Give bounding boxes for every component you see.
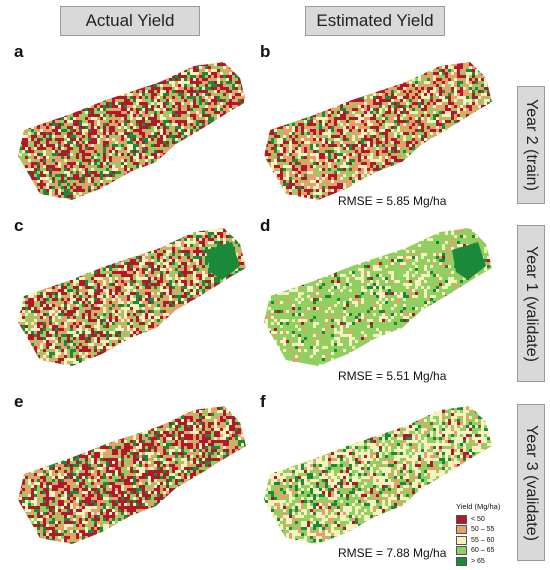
estimated-yield-map-year-2 <box>264 62 492 200</box>
legend-label: < 50 <box>471 516 485 523</box>
panel-letter-d: d <box>260 216 270 236</box>
legend-title: Yield (Mg/ha) <box>456 502 518 511</box>
actual-yield-header: Actual Yield <box>60 6 200 36</box>
legend-item: > 65 <box>456 556 518 567</box>
legend-label: > 65 <box>471 558 485 565</box>
year-2-train-text: Year 2 (train) <box>522 99 540 191</box>
legend-swatch <box>456 535 467 545</box>
high-yield-patch <box>206 242 240 280</box>
actual-yield-label: Actual Yield <box>86 11 175 31</box>
estimated-yield-map-year-1 <box>264 228 492 366</box>
yield-legend: Yield (Mg/ha) < 50 50 – 55 55 – 60 60 – 65 >… <box>456 502 518 567</box>
rmse-year-1: RMSE = 5.51 Mg/ha <box>338 369 446 383</box>
legend-swatch <box>456 546 467 556</box>
high-yield-patch <box>452 242 486 280</box>
legend-swatch <box>456 514 467 524</box>
panel-letter-c: c <box>14 216 23 236</box>
actual-yield-map-year-2 <box>18 62 246 200</box>
legend-item: 60 – 65 <box>456 546 518 557</box>
actual-yield-map-year-1 <box>18 228 246 366</box>
estimated-yield-header: Estimated Yield <box>305 6 445 36</box>
year-2-train-label: Year 2 (train) <box>517 86 545 204</box>
legend-swatch <box>456 525 467 535</box>
year-1-validate-text: Year 1 (validate) <box>522 246 540 362</box>
rmse-year-2: RMSE = 5.85 Mg/ha <box>338 194 446 208</box>
year-1-validate-label: Year 1 (validate) <box>517 225 545 382</box>
actual-yield-map-year-3 <box>18 406 246 544</box>
legend-swatch <box>456 556 467 566</box>
panel-letter-f: f <box>260 392 266 412</box>
panel-letter-e: e <box>14 392 23 412</box>
year-3-validate-label: Year 3 (validate) <box>517 404 545 561</box>
legend-label: 50 – 55 <box>471 526 494 533</box>
panel-letter-b: b <box>260 42 270 62</box>
yield-raster <box>18 228 246 366</box>
yield-raster <box>264 228 492 366</box>
estimated-yield-map-year-3 <box>264 406 492 544</box>
legend-item: < 50 <box>456 514 518 525</box>
year-3-validate-text: Year 3 (validate) <box>522 425 540 541</box>
yield-raster <box>18 406 246 544</box>
legend-item: 50 – 55 <box>456 525 518 536</box>
legend-item: 55 – 60 <box>456 535 518 546</box>
yield-raster <box>264 62 492 200</box>
yield-raster <box>18 62 246 200</box>
panel-letter-a: a <box>14 42 23 62</box>
legend-label: 55 – 60 <box>471 537 494 544</box>
estimated-yield-label: Estimated Yield <box>316 11 433 31</box>
rmse-year-3: RMSE = 7.88 Mg/ha <box>338 546 446 560</box>
legend-label: 60 – 65 <box>471 547 494 554</box>
